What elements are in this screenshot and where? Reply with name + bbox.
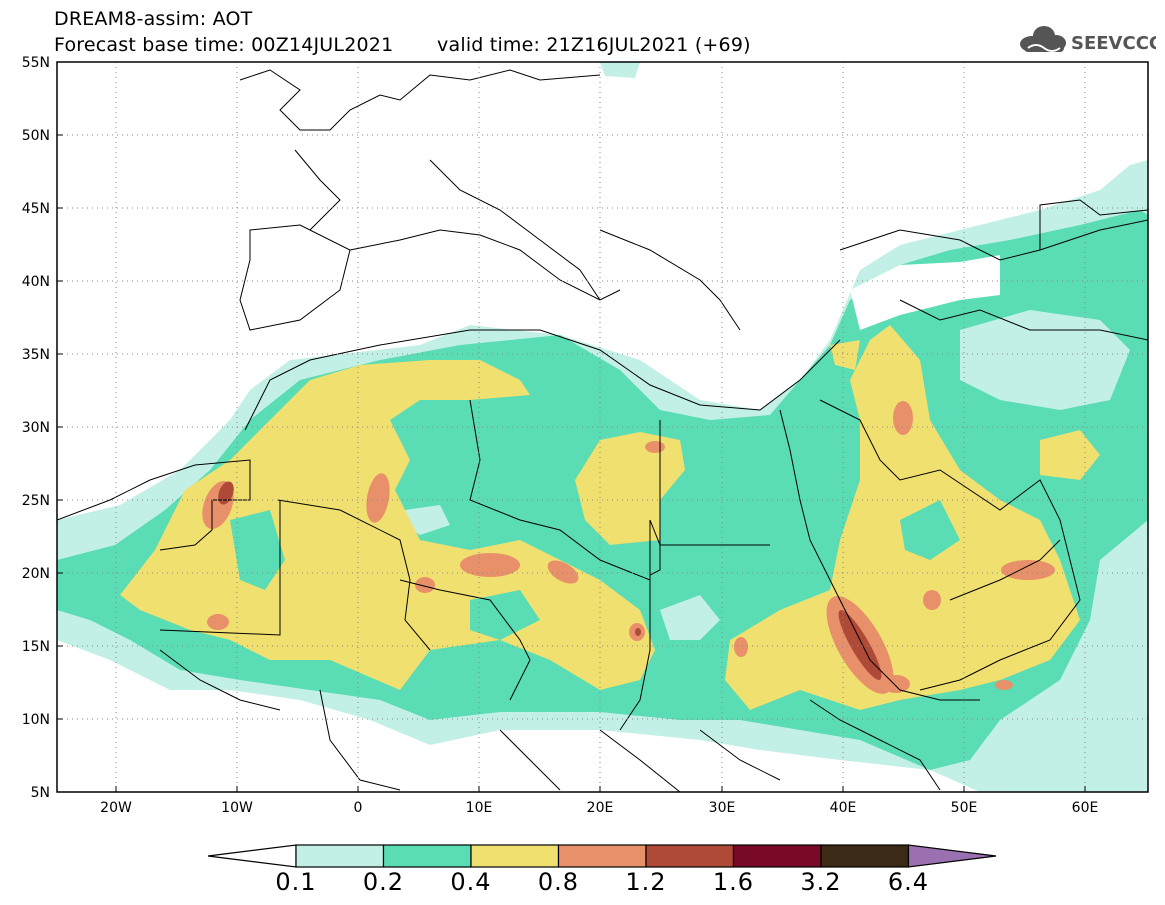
latitude-labels: 55N 50N 45N 40N 35N 30N 25N 20N 15N 10N … bbox=[22, 55, 50, 801]
colorbar-swatch bbox=[557, 844, 647, 868]
colorbar bbox=[207, 844, 997, 868]
longitude-labels: 20W 10W 0 10E 20E 30E 40E 50E 60E bbox=[100, 800, 1098, 816]
lon-label: 20W bbox=[100, 800, 132, 816]
lat-label: 20N bbox=[22, 566, 50, 582]
lat-label: 5N bbox=[31, 785, 50, 801]
lon-label: 10E bbox=[466, 800, 493, 816]
aot-hole bbox=[960, 310, 1130, 410]
seevccc-logo: SEEVCCC bbox=[1020, 26, 1156, 54]
colorbar-swatch bbox=[295, 844, 385, 868]
colorbar-swatch bbox=[645, 844, 735, 868]
aot-band-0.4 bbox=[575, 432, 685, 545]
lon-label: 0 bbox=[354, 800, 363, 816]
lat-label: 35N bbox=[22, 347, 50, 363]
lat-label: 50N bbox=[22, 128, 50, 144]
aot-band-1.2 bbox=[218, 481, 882, 680]
lon-label: 60E bbox=[1072, 800, 1099, 816]
aot-hole bbox=[850, 255, 1000, 330]
lat-label: 55N bbox=[22, 55, 50, 71]
aot-island bbox=[900, 500, 960, 560]
colorbar-high-arrow bbox=[907, 844, 997, 868]
lon-label: 10W bbox=[221, 800, 253, 816]
aot-field bbox=[57, 62, 1148, 792]
aot-island bbox=[230, 510, 285, 590]
colorbar-swatch bbox=[820, 844, 910, 868]
colorbar-label: 0.1 bbox=[275, 868, 317, 896]
lon-label: 40E bbox=[830, 800, 857, 816]
colorbar-swatch bbox=[470, 844, 560, 868]
colorbar-swatch bbox=[382, 844, 472, 868]
colorbar-swatch bbox=[732, 844, 822, 868]
lon-label: 30E bbox=[709, 800, 736, 816]
colorbar-label: 1.2 bbox=[625, 868, 667, 896]
base-time: Forecast base time: 00Z14JUL2021 bbox=[54, 34, 394, 56]
aot-hole bbox=[660, 595, 720, 640]
aot-patch-0.1 bbox=[600, 62, 640, 78]
colorbar-label: 3.2 bbox=[800, 868, 842, 896]
forecast-time-line: Forecast base time: 00Z14JUL2021 valid t… bbox=[54, 34, 751, 56]
lat-label: 45N bbox=[22, 201, 50, 217]
lon-label: 50E bbox=[951, 800, 978, 816]
graticule bbox=[57, 62, 1148, 792]
colorbar-label: 0.8 bbox=[537, 868, 580, 896]
axis-ticks bbox=[57, 61, 1086, 792]
aot-island bbox=[470, 590, 540, 640]
aot-hole bbox=[405, 505, 450, 535]
lat-label: 10N bbox=[22, 712, 50, 728]
colorbar-low-arrow bbox=[207, 844, 297, 868]
colorbar-label: 0.2 bbox=[362, 868, 405, 896]
lat-label: 15N bbox=[22, 639, 50, 655]
aot-band-0.4 bbox=[725, 325, 1080, 710]
colorbar-label: 1.6 bbox=[712, 868, 755, 896]
colorbar-label: 6.4 bbox=[887, 868, 930, 896]
lat-label: 25N bbox=[22, 493, 50, 509]
lon-label: 20E bbox=[587, 800, 614, 816]
valid-time: valid time: 21Z16JUL2021 (+69) bbox=[437, 34, 751, 56]
aot-band-0.4 bbox=[830, 340, 860, 370]
lat-label: 40N bbox=[22, 274, 50, 290]
logo-text: SEEVCCC bbox=[1071, 33, 1156, 54]
map-title: DREAM8-assim: AOT bbox=[54, 8, 253, 30]
colorbar-label: 0.4 bbox=[450, 868, 492, 896]
country-borders bbox=[57, 62, 1148, 792]
lat-label: 30N bbox=[22, 420, 50, 436]
